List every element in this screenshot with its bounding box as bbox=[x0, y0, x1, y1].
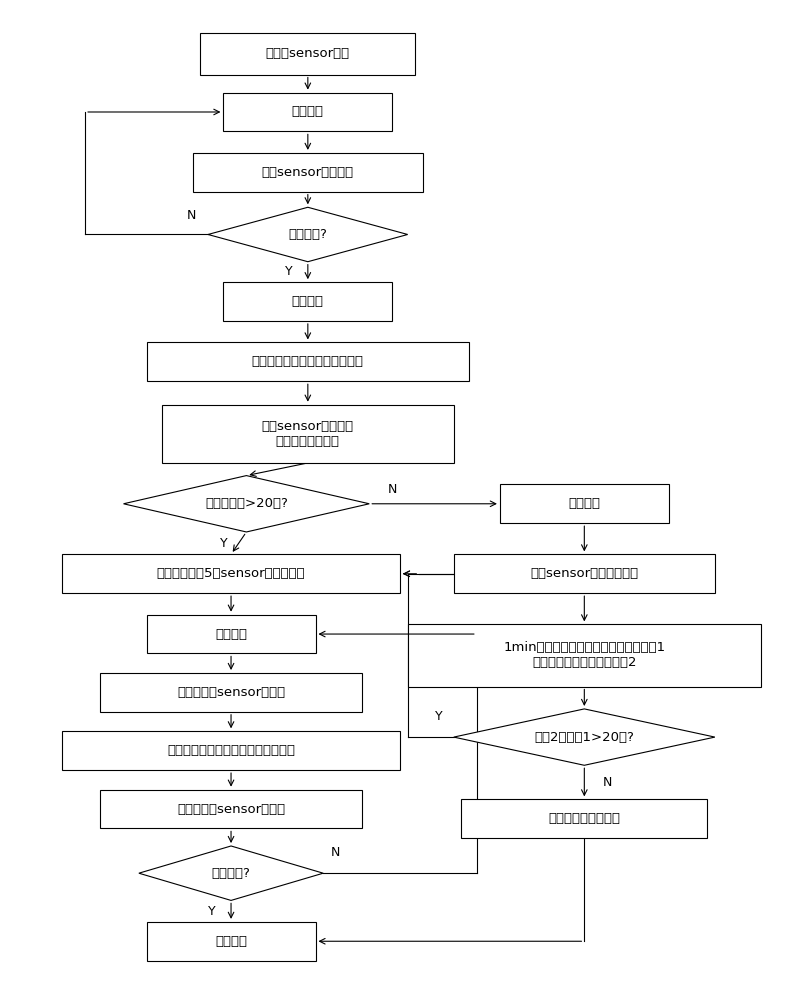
Text: 放入食物: 放入食物 bbox=[292, 295, 324, 309]
FancyBboxPatch shape bbox=[146, 922, 315, 960]
Text: 删除偏差小于5度sensor，不再使用: 删除偏差小于5度sensor，不再使用 bbox=[157, 567, 306, 580]
FancyBboxPatch shape bbox=[162, 405, 454, 463]
Polygon shape bbox=[208, 207, 408, 262]
FancyBboxPatch shape bbox=[101, 790, 362, 828]
FancyBboxPatch shape bbox=[146, 342, 469, 381]
Polygon shape bbox=[123, 475, 370, 532]
Text: 烧烤结束?: 烧烤结束? bbox=[212, 867, 250, 880]
FancyBboxPatch shape bbox=[223, 282, 392, 321]
FancyBboxPatch shape bbox=[62, 555, 400, 593]
Text: Y: Y bbox=[434, 709, 442, 722]
Text: N: N bbox=[187, 209, 197, 222]
Text: Y: Y bbox=[219, 537, 227, 550]
FancyBboxPatch shape bbox=[408, 624, 761, 686]
FancyBboxPatch shape bbox=[101, 673, 362, 712]
FancyBboxPatch shape bbox=[62, 731, 400, 770]
FancyBboxPatch shape bbox=[200, 33, 415, 74]
Text: 判断为没有放入食物: 判断为没有放入食物 bbox=[548, 812, 620, 825]
FancyBboxPatch shape bbox=[146, 615, 315, 654]
Text: 根据烧烤食物选取相应加热方式: 根据烧烤食物选取相应加热方式 bbox=[252, 355, 364, 368]
Text: 获取sensor阵列的温度值: 获取sensor阵列的温度值 bbox=[530, 567, 638, 580]
Text: 初始化sensor阵列: 初始化sensor阵列 bbox=[266, 48, 350, 61]
Text: Y: Y bbox=[285, 266, 293, 279]
Text: 烧烤加热: 烧烤加热 bbox=[568, 497, 600, 510]
Text: 烧烤预热: 烧烤预热 bbox=[292, 105, 324, 118]
FancyBboxPatch shape bbox=[223, 92, 392, 131]
Text: Y: Y bbox=[208, 905, 216, 918]
Text: 根据当前温度值选取相应的加热方式: 根据当前温度值选取相应的加热方式 bbox=[167, 744, 295, 757]
Text: 结束烧烤: 结束烧烤 bbox=[215, 934, 247, 947]
Text: 有温度偏差>20度?: 有温度偏差>20度? bbox=[205, 497, 288, 510]
FancyBboxPatch shape bbox=[454, 555, 715, 593]
Text: 1min后扫描值同第一次扫描值进行比较1
同时与热敏电阻值进行比较2: 1min后扫描值同第一次扫描值进行比较1 同时与热敏电阻值进行比较2 bbox=[503, 642, 666, 670]
Text: 获取剩余的sensor温度值: 获取剩余的sensor温度值 bbox=[177, 685, 285, 699]
Text: 烧烤加热: 烧烤加热 bbox=[215, 628, 247, 641]
Text: N: N bbox=[331, 845, 340, 859]
Polygon shape bbox=[139, 846, 323, 901]
Text: 比较2－比较1>20度?: 比较2－比较1>20度? bbox=[534, 730, 634, 744]
FancyBboxPatch shape bbox=[193, 153, 423, 191]
Text: N: N bbox=[388, 483, 397, 496]
Text: N: N bbox=[602, 776, 612, 789]
Text: 获取剩余的sensor温度值: 获取剩余的sensor温度值 bbox=[177, 803, 285, 815]
Text: 预热结束?: 预热结束? bbox=[289, 228, 327, 241]
FancyBboxPatch shape bbox=[462, 800, 707, 838]
Text: 获取sensor阵列温度
及热敏电阻的温度: 获取sensor阵列温度 及热敏电阻的温度 bbox=[262, 420, 354, 447]
Text: 获取sensor阵列温度: 获取sensor阵列温度 bbox=[262, 166, 354, 179]
FancyBboxPatch shape bbox=[500, 484, 669, 523]
Polygon shape bbox=[454, 709, 715, 765]
